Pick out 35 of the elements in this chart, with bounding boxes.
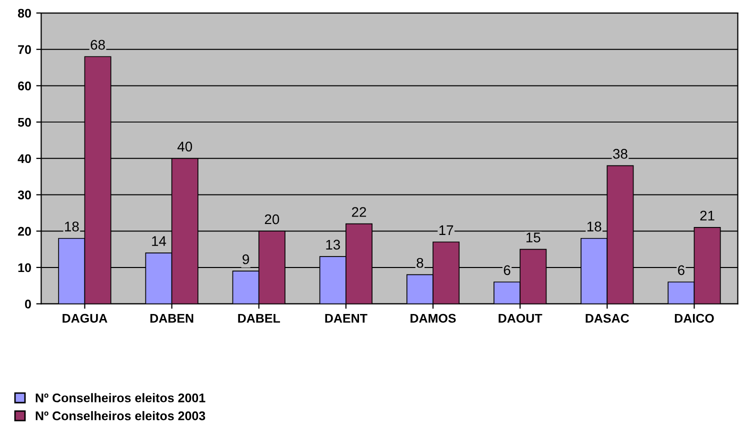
data-label: 6 — [678, 265, 684, 276]
data-label: 9 — [242, 254, 250, 264]
legend-label: Nº Conselheiros eleitos 2003 — [36, 411, 206, 420]
x-tick-label: DASAC — [586, 314, 630, 323]
data-label: 18 — [587, 222, 602, 232]
y-tick-label: 70 — [18, 45, 31, 54]
y-tick-label: 20 — [18, 226, 31, 236]
data-label: 38 — [613, 148, 628, 159]
y-tick-label: 30 — [18, 190, 31, 200]
x-tick-label: DABEL — [238, 314, 280, 323]
data-label: 6 — [504, 265, 510, 276]
x-tick-label: DAICO — [674, 314, 714, 323]
data-label: 8 — [416, 258, 424, 268]
data-label: 40 — [177, 142, 192, 152]
y-tick-label: 60 — [18, 82, 31, 90]
legend-label: Nº Conselheiros eleitos 2001 — [36, 393, 206, 402]
y-tick-label: 50 — [18, 118, 31, 127]
x-tick-label: DAENT — [325, 314, 368, 323]
data-label: 22 — [352, 207, 366, 217]
x-tick-label: DABEN — [150, 314, 194, 323]
data-label: 14 — [152, 236, 166, 246]
data-label: 21 — [700, 210, 714, 220]
x-tick-label: DAGUA — [62, 314, 108, 323]
x-tick-label: DAOUT — [498, 314, 542, 323]
data-label: 13 — [326, 240, 340, 250]
data-label: 18 — [65, 222, 79, 232]
data-label: 68 — [90, 40, 105, 50]
x-tick-label: DAMOS — [410, 314, 456, 323]
data-label: 15 — [526, 232, 540, 242]
y-tick-label: 40 — [18, 154, 31, 164]
y-tick-label: 0 — [25, 300, 31, 308]
y-tick-label: 10 — [18, 263, 31, 272]
data-label: 20 — [264, 214, 280, 224]
y-tick-label: 80 — [18, 8, 31, 18]
data-label: 17 — [439, 225, 454, 235]
